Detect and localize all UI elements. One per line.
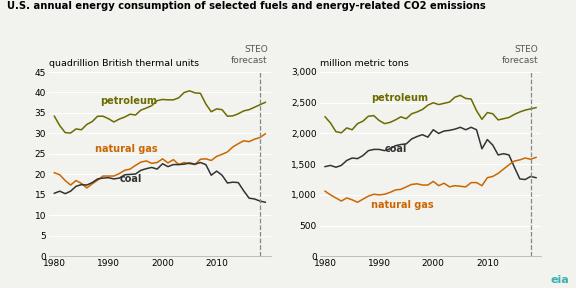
Text: quadrillion British thermal units: quadrillion British thermal units [49, 59, 199, 68]
Text: coal: coal [119, 174, 142, 184]
Text: petroleum: petroleum [371, 93, 428, 103]
Text: petroleum: petroleum [100, 96, 157, 106]
Text: U.S. annual energy consumption of selected fuels and energy-related CO2 emission: U.S. annual energy consumption of select… [7, 1, 486, 12]
Text: natural gas: natural gas [371, 200, 434, 210]
Text: eia: eia [550, 275, 569, 285]
Text: million metric tons: million metric tons [320, 59, 408, 68]
Text: natural gas: natural gas [95, 144, 158, 154]
Text: STEO
forecast: STEO forecast [231, 46, 268, 65]
Text: STEO
forecast: STEO forecast [502, 46, 539, 65]
Text: coal: coal [385, 144, 407, 154]
